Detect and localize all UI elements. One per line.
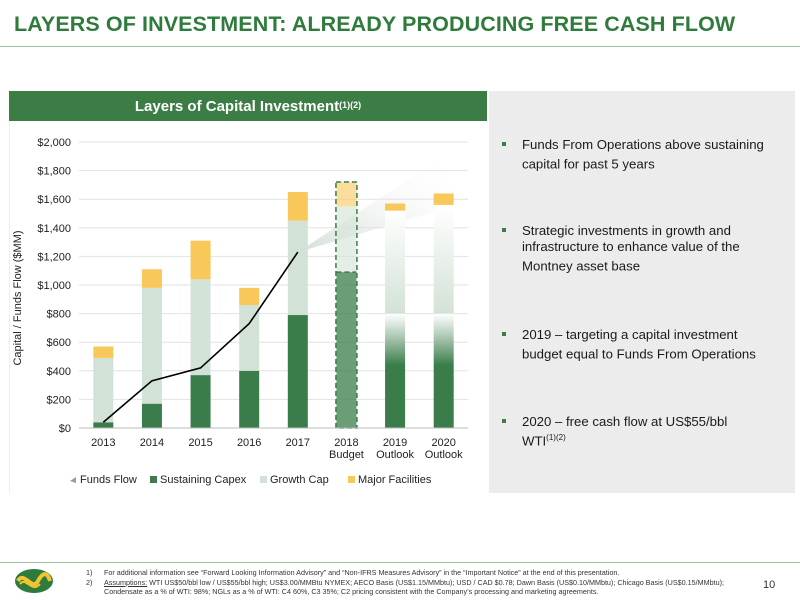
legend-label: Sustaining Capex (160, 474, 247, 486)
budget-outline (335, 181, 358, 429)
bar-sustaining-capex (190, 375, 211, 428)
bar-growth-cap (93, 357, 114, 423)
legend-label: Major Facilities (358, 474, 432, 486)
company-logo (15, 569, 53, 593)
bar-sustaining-capex (287, 315, 308, 428)
y-tick-label: $400 (47, 366, 71, 378)
bar-sustaining-capex (93, 422, 114, 428)
bullet-superscript: (1)(2) (546, 433, 566, 442)
footer-divider (0, 562, 800, 563)
footnotes: 1) For additional information see “Forwa… (86, 568, 736, 597)
x-tick-label: 2018 (334, 437, 358, 449)
bar-sustaining-capex (433, 313, 454, 428)
bar-sustaining-capex (385, 313, 406, 428)
bullet-item: Funds From Operations above sustaining c… (502, 137, 772, 172)
commentary-panel (489, 91, 795, 493)
legend-swatch (348, 476, 355, 483)
y-tick-label: $1,400 (37, 223, 71, 235)
bar-growth-cap (190, 279, 211, 376)
bar-major-facilities (190, 240, 211, 280)
footnote-number: 1) (86, 568, 93, 577)
x-tick-label: 2016 (237, 437, 261, 449)
chart-panel-heading: Layers of Capital Investment (1)(2) (9, 91, 487, 121)
bar-major-facilities (336, 182, 357, 207)
bullet-item: 2019 – targeting a capital investment bu… (502, 327, 772, 362)
chart-panel-heading-superscript: (1)(2) (339, 100, 362, 110)
footnote-label: Assumptions: (104, 577, 148, 587)
y-tick-label: $200 (47, 394, 71, 406)
bar-major-facilities (433, 193, 454, 205)
bullet-text: Strategic investments in growth and infr… (522, 223, 740, 274)
bar-major-facilities (239, 287, 260, 306)
y-tick-label: $1,800 (37, 166, 71, 178)
bar-sustaining-capex (239, 370, 260, 428)
footnote: 2) Assumptions: WTI US$50/bbl low / US$5… (86, 578, 736, 597)
bar-growth-cap (433, 204, 454, 314)
y-tick-label: $0 (59, 423, 71, 435)
bar-sustaining-capex (141, 403, 162, 428)
footnote-text: For additional information see “Forward … (104, 568, 620, 577)
bullet-marker (502, 419, 506, 423)
x-tick-label: Outlook (425, 449, 463, 461)
legend-swatch (260, 476, 267, 483)
x-tick-label: Budget (329, 449, 364, 461)
footnote-number: 2) (86, 577, 93, 587)
bullet-marker (502, 228, 506, 232)
x-tick-label: 2015 (188, 437, 212, 449)
bar-growth-cap (287, 220, 308, 316)
bullet-text: Funds From Operations above sustaining c… (522, 137, 764, 172)
bar-major-facilities (93, 346, 114, 358)
bar-growth-cap (141, 287, 162, 404)
bullet-item: Strategic investments in growth and infr… (502, 223, 772, 274)
y-tick-label: $800 (47, 309, 71, 321)
funds-flow-line (102, 251, 299, 423)
chart-panel-heading-text: Layers of Capital Investment (134, 97, 340, 115)
title-divider (0, 46, 800, 47)
legend-swatch (150, 476, 157, 483)
x-tick-label: 2019 (383, 437, 407, 449)
bar-growth-cap (336, 206, 357, 273)
bar-growth-cap (239, 305, 260, 371)
y-axis-label: Capital / Funds Flow ($MM) (12, 230, 24, 365)
y-tick-label: $1,200 (37, 251, 71, 263)
bullet-text: 2019 – targeting a capital investment bu… (522, 327, 756, 362)
y-tick-label: $1,600 (37, 194, 71, 206)
y-tick-label: $600 (47, 337, 71, 349)
x-tick-label: 2014 (140, 437, 164, 449)
page-title: LAYERS OF INVESTMENT: ALREADY PRODUCING … (14, 12, 736, 36)
bar-major-facilities (287, 192, 308, 221)
bar-sustaining-capex (336, 272, 357, 428)
legend-swatch-funds-flow (70, 477, 76, 483)
x-tick-label: 2020 (431, 437, 455, 449)
bar-major-facilities (141, 269, 162, 288)
y-tick-label: $2,000 (37, 137, 71, 149)
y-tick-label: $1,000 (37, 280, 71, 292)
x-tick-label: 2017 (286, 437, 310, 449)
bullet-text: 2020 – free cash flow at US$55/bbl WTI (522, 414, 728, 449)
legend-label: Growth Cap (270, 474, 329, 486)
bullet-marker (502, 332, 506, 336)
footnote: 1) For additional information see “Forwa… (86, 568, 736, 578)
bullet-item: 2020 – free cash flow at US$55/bbl WTI(1… (502, 414, 752, 449)
legend-label: Funds Flow (80, 474, 137, 486)
bar-growth-cap (385, 210, 406, 314)
x-tick-label: 2013 (91, 437, 115, 449)
bar-major-facilities (385, 203, 406, 211)
page-number: 10 (763, 579, 776, 591)
footnote-text: WTI US$50/bbl low / US$55/bbl high; US$3… (104, 577, 724, 597)
bullet-marker (502, 142, 506, 146)
x-tick-label: Outlook (376, 449, 414, 461)
